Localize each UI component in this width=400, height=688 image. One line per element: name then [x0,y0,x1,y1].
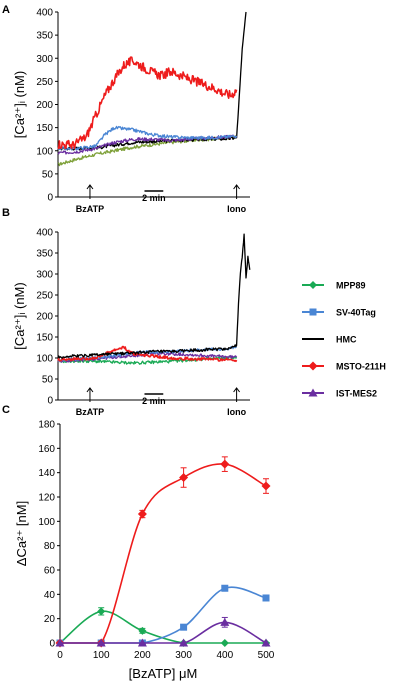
panel-letter-a: A [2,4,10,16]
y-tick-label-c: 160 [38,444,55,455]
legend-item-sv-40tag: SV-40Tag [302,308,376,318]
legend-label-hmc: HMC [336,335,357,345]
point-ist-mes2-marker [96,638,106,647]
x-axis-title-c: [BzATP] μM [129,666,198,681]
y-tick-label-b: 400 [36,228,53,239]
legend-item-msto-211h: MSTO-211H [302,361,386,372]
x-tick-label-c: 100 [93,650,110,661]
panel-b: B 0 50 100 150 200 250 300 350 400 [Ca²⁺]ᵢ (nM) Bz… [2,207,251,417]
bzatp-arrowhead-a [86,184,94,190]
y-tick-label-c: 0 [49,639,55,650]
y-axis-title-a: [Ca²⁺]ᵢ (nM) [12,71,27,138]
legend-label-msto-211h: MSTO-211H [336,362,386,372]
y-tick-label-c: 100 [38,517,55,528]
y-tick-label-b: 100 [36,354,53,365]
y-tick-label-a: 350 [36,31,53,42]
x-tick-label-c: 400 [216,650,233,661]
point-msto-211h-marker [179,473,189,483]
bzatp-label-b: BzATP [76,407,104,417]
bzatp-label-a: BzATP [76,204,104,214]
y-tick-label-c: 20 [44,614,56,625]
point-msto-211h-marker [220,459,230,469]
y-tick-label-b: 250 [36,291,53,302]
legend-item-mpp89: MPP89 [302,281,366,291]
y-axis-title-b: [Ca²⁺]ᵢ (nM) [12,282,27,349]
x-tick-label-c: 200 [134,650,151,661]
point-mpp89-marker [220,639,229,647]
iono-arrowhead-b [233,387,241,393]
point-ist-mes2-marker [179,638,189,647]
y-tick-label-b: 300 [36,270,53,281]
trace-a-msto-211h [57,56,238,150]
scale-bar-label-b: 2 min [142,396,166,406]
panel-letter-b: B [2,207,10,219]
trace-a-hmc [57,11,247,151]
legend-label-ist-mes2: IST-MES2 [336,389,377,399]
y-tick-label-c: 40 [44,590,56,601]
legend-item-ist-mes2: IST-MES2 [302,388,377,399]
y-tick-label-c: 180 [38,420,55,431]
y-tick-label-c: 60 [44,566,56,577]
x-tick-label-c: 300 [175,650,192,661]
point-ist-mes2-marker [220,617,230,626]
legend-label-sv-40tag: SV-40Tag [336,308,376,318]
curve-ist-mes2 [60,621,267,644]
legend-ist-mes2-marker [308,388,318,397]
point-sv-40tag-marker [262,594,270,602]
y-axis-title-c: ΔCa²⁺ [nM] [14,501,29,566]
point-mpp89-marker [138,626,147,635]
panel-c: C 0 20 40 60 80 100 120 140 160 180 0 100 200 300 400 5… [2,404,275,681]
point-ist-mes2-marker [55,638,65,647]
y-tick-label-b: 150 [36,333,53,344]
panel-a: A 0 50 100 150 200 250 300 350 400 [Ca²⁺]ᵢ (nM) Bz… [2,4,250,214]
x-tick-label-c: 500 [258,650,275,661]
legend-item-hmc: HMC [302,335,357,345]
y-tick-label-b: 200 [36,312,53,323]
trace-b-msto-211h [57,345,238,363]
legend-label-mpp89: MPP89 [336,281,366,291]
bzatp-arrowhead-b [86,387,94,393]
legend-mpp89-marker [309,281,317,289]
point-sv-40tag-marker [221,584,229,592]
y-tick-label-c: 120 [38,493,55,504]
trace-b-hmc [57,233,251,359]
y-tick-label-a: 150 [36,123,53,134]
y-tick-label-a: 200 [36,100,53,111]
point-msto-211h-marker [261,481,271,491]
legend-msto-211h-marker [308,361,318,371]
y-tick-label-a: 400 [36,8,53,19]
x-tick-label-c: 0 [57,650,63,661]
y-tick-label-a: 300 [36,54,53,65]
y-tick-label-b: 0 [47,396,53,407]
y-tick-label-a: 100 [36,146,53,157]
point-sv-40tag-marker [180,623,188,631]
scale-bar-label-a: 2 min [142,193,166,203]
y-tick-label-a: 0 [47,193,53,204]
iono-label-b: Iono [227,407,246,417]
y-tick-label-c: 80 [44,541,56,552]
y-tick-label-a: 50 [42,169,54,180]
y-tick-label-b: 50 [42,375,54,386]
iono-arrowhead-a [233,184,241,190]
y-tick-label-b: 350 [36,249,53,260]
legend-sv-40tag-marker [309,308,317,316]
y-tick-label-c: 140 [38,468,55,479]
iono-label-a: Iono [227,204,246,214]
point-msto-211h-marker [137,509,147,519]
point-ist-mes2-marker [137,638,147,647]
trace-a-sv-40tag [57,125,238,151]
y-tick-label-a: 250 [36,77,53,88]
panel-letter-c: C [2,404,10,416]
legend: MPP89 SV-40Tag HMC MSTO-211H IST-MES2 [302,281,386,399]
point-mpp89-marker [97,607,106,616]
point-ist-mes2-marker [261,638,271,647]
